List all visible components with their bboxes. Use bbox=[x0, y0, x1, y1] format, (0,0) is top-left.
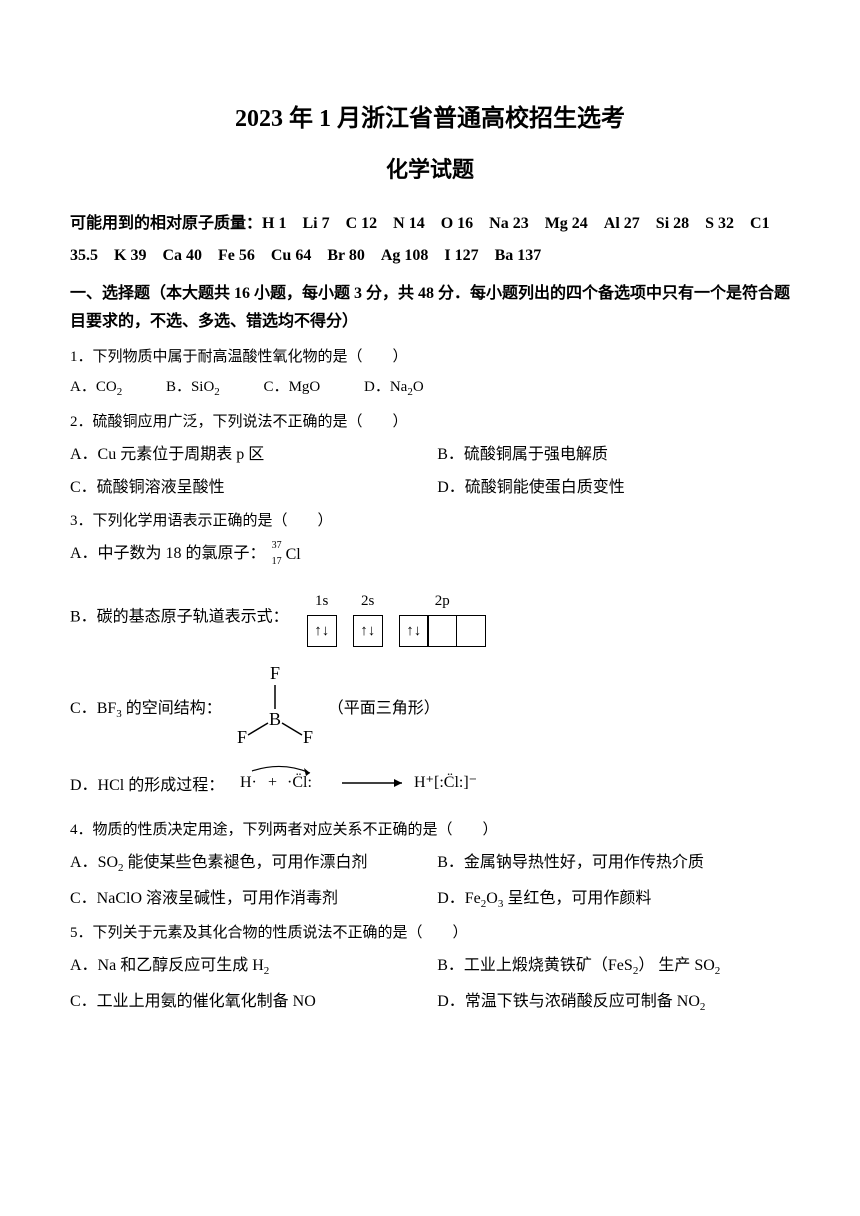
svg-text:H·: H· bbox=[240, 774, 257, 791]
hcl-formation-icon: H· + ·C̈l: H⁺[:C̈l:]⁻ bbox=[232, 763, 532, 810]
q5-stem: 5．下列关于元素及其化合物的性质说法不正确的是（ ） bbox=[70, 921, 790, 945]
svg-text:+: + bbox=[268, 774, 277, 791]
svg-text:F: F bbox=[270, 665, 280, 683]
q4-optD: D．Fe2O3 呈红色，可用作颜料 bbox=[437, 886, 790, 914]
q1-options: A．CO2 B．SiO2 C．MgO D．Na2O bbox=[70, 375, 790, 402]
q1-optD: D．Na2O bbox=[364, 375, 424, 402]
q5-row1: A．Na 和乙醇反应可生成 H2 B．工业上煅烧黄铁矿（FeS2） 生产 SO2 bbox=[70, 953, 790, 981]
q4-optC: C．NaClO 溶液呈碱性，可用作消毒剂 bbox=[70, 886, 423, 914]
q4-optA: A．SO2 能使某些色素褪色，可用作漂白剂 bbox=[70, 850, 423, 878]
q4-row1: A．SO2 能使某些色素褪色，可用作漂白剂 B．金属钠导热性好，可用作传热介质 bbox=[70, 850, 790, 878]
atomic-mass-block: 可能用到的相对原子质量：H 1 Li 7 C 12 N 14 O 16 Na 2… bbox=[70, 208, 790, 272]
svg-text:H⁺[:C̈l:]⁻: H⁺[:C̈l:]⁻ bbox=[414, 773, 477, 791]
q5-optB: B．工业上煅烧黄铁矿（FeS2） 生产 SO2 bbox=[437, 953, 790, 981]
q5-optC: C．工业上用氨的催化氧化制备 NO bbox=[70, 989, 423, 1017]
orbital-2p: 2p ↑↓ bbox=[399, 589, 486, 647]
q2-optC: C．硫酸铜溶液呈酸性 bbox=[70, 475, 423, 501]
q1-optB: B．SiO2 bbox=[166, 375, 220, 402]
svg-text:F: F bbox=[303, 727, 313, 745]
orbital-2s: 2s ↑↓ bbox=[353, 589, 383, 647]
q5-row2: C．工业上用氨的催化氧化制备 NO D．常温下铁与浓硝酸反应可制备 NO2 bbox=[70, 989, 790, 1017]
svg-text:·C̈l:: ·C̈l: bbox=[287, 773, 312, 791]
bf3-structure-icon: F B F F bbox=[230, 665, 320, 754]
orbital-diagram: 1s ↑↓ 2s ↑↓ 2p ↑↓ bbox=[299, 589, 494, 647]
q4-stem: 4．物质的性质决定用途，下列两者对应关系不正确的是（ ） bbox=[70, 818, 790, 842]
nuclide-cl: 37 17 Cl bbox=[272, 542, 301, 566]
q1-optC: C．MgO bbox=[264, 375, 321, 399]
q2-optB: B．硫酸铜属于强电解质 bbox=[437, 442, 790, 468]
q4-row2: C．NaClO 溶液呈碱性，可用作消毒剂 D．Fe2O3 呈红色，可用作颜料 bbox=[70, 886, 790, 914]
q3-stem: 3．下列化学用语表示正确的是（ ） bbox=[70, 509, 790, 533]
sub-title: 化学试题 bbox=[70, 152, 790, 187]
svg-text:B: B bbox=[269, 709, 281, 729]
q2-stem: 2．硫酸铜应用广泛，下列说法不正确的是（ ） bbox=[70, 410, 790, 434]
svg-text:F: F bbox=[237, 727, 247, 745]
q5-optA: A．Na 和乙醇反应可生成 H2 bbox=[70, 953, 423, 981]
q2-row2: C．硫酸铜溶液呈酸性 D．硫酸铜能使蛋白质变性 bbox=[70, 475, 790, 501]
q3-optB: B．碳的基态原子轨道表示式： 1s ↑↓ 2s ↑↓ 2p ↑↓ bbox=[70, 589, 790, 647]
q5-optD: D．常温下铁与浓硝酸反应可制备 NO2 bbox=[437, 989, 790, 1017]
q1-optA: A．CO2 bbox=[70, 375, 122, 402]
q1-stem: 1．下列物质中属于耐高温酸性氧化物的是（ ） bbox=[70, 345, 790, 369]
q2-row1: A．Cu 元素位于周期表 p 区 B．硫酸铜属于强电解质 bbox=[70, 442, 790, 468]
q2-optD: D．硫酸铜能使蛋白质变性 bbox=[437, 475, 790, 501]
q3-optA: A．中子数为 18 的氯原子： 37 17 Cl bbox=[70, 541, 790, 567]
section1-heading: 一、选择题（本大题共 16 小题，每小题 3 分，共 48 分．每小题列出的四个… bbox=[70, 280, 790, 338]
q3-optD: D．HCl 的形成过程： H· + ·C̈l: H⁺[:C̈l:]⁻ bbox=[70, 763, 790, 810]
atomic-mass-prefix: 可能用到的相对原子质量： bbox=[70, 215, 262, 232]
orbital-1s: 1s ↑↓ bbox=[307, 589, 337, 647]
q2-optA: A．Cu 元素位于周期表 p 区 bbox=[70, 442, 423, 468]
q3-optC: C．BF3 的空间结构： F B F F （平面三角形） bbox=[70, 665, 790, 754]
q4-optB: B．金属钠导热性好，可用作传热介质 bbox=[437, 850, 790, 878]
main-title: 2023 年 1 月浙江省普通高校招生选考 bbox=[70, 100, 790, 138]
